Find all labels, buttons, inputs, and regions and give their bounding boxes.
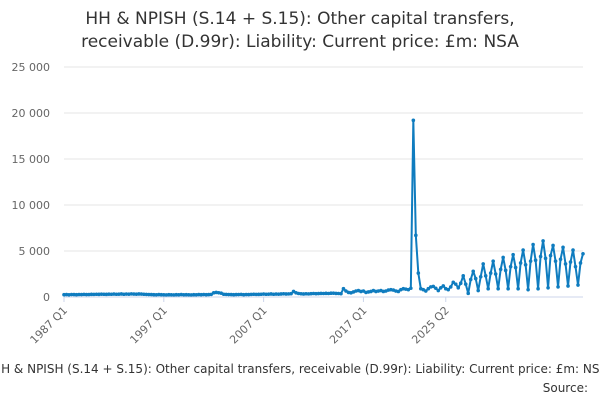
data-point[interactable]: [433, 286, 438, 291]
data-point[interactable]: [503, 268, 508, 273]
data-point[interactable]: [533, 258, 538, 263]
data-point[interactable]: [426, 286, 431, 291]
data-point[interactable]: [466, 291, 471, 296]
data-point[interactable]: [339, 291, 343, 296]
series-layer: [62, 118, 585, 297]
data-point[interactable]: [558, 257, 563, 262]
x-axis-tick-labels: 1987 Q1 1997 Q1 2007 Q1 2017 Q1 2025 Q2: [28, 297, 452, 346]
data-point[interactable]: [441, 284, 446, 288]
data-point[interactable]: [568, 260, 573, 264]
data-point[interactable]: [581, 251, 585, 256]
x-tick-label: 1997 Q1: [127, 304, 170, 347]
data-point[interactable]: [551, 243, 555, 248]
y-tick-label: 5 000: [19, 245, 51, 258]
data-point[interactable]: [471, 269, 476, 274]
data-point[interactable]: [508, 264, 513, 269]
data-point[interactable]: [531, 242, 535, 247]
data-point[interactable]: [396, 289, 401, 294]
data-point[interactable]: [491, 259, 495, 263]
data-point[interactable]: [414, 233, 418, 238]
data-point[interactable]: [553, 259, 558, 263]
chart-title-line-1: HH & NPISH (S.14 + S.15): Other capital …: [85, 9, 514, 29]
data-point[interactable]: [528, 259, 533, 263]
chart-footer: HH & NPISH (S.14 + S.15): Other capital …: [0, 362, 600, 395]
data-point[interactable]: [523, 263, 528, 267]
data-point[interactable]: [476, 288, 481, 293]
data-point[interactable]: [573, 264, 578, 269]
data-point[interactable]: [526, 287, 530, 292]
data-point[interactable]: [486, 286, 490, 291]
chart-title: HH & NPISH (S.14 + S.15): Other capital …: [81, 9, 519, 52]
data-point[interactable]: [456, 286, 461, 290]
data-point[interactable]: [521, 248, 525, 252]
data-point[interactable]: [541, 239, 545, 243]
data-point[interactable]: [289, 291, 293, 296]
y-tick-label: 25 000: [12, 61, 51, 74]
data-point[interactable]: [468, 277, 473, 282]
data-point[interactable]: [481, 262, 485, 266]
data-point[interactable]: [453, 282, 458, 286]
data-point[interactable]: [538, 254, 543, 259]
data-point[interactable]: [561, 245, 565, 250]
y-tick-label: 20 000: [12, 107, 51, 120]
data-point[interactable]: [431, 284, 436, 289]
data-point[interactable]: [409, 286, 413, 291]
chart-title-line-2: receivable (D.99r): Liability: Current p…: [81, 32, 519, 52]
series-label: HH & NPISH (S.14 + S.15): Other capital …: [0, 362, 600, 376]
data-point[interactable]: [543, 256, 548, 261]
data-point[interactable]: [516, 286, 520, 291]
data-point[interactable]: [513, 265, 518, 270]
x-tick-label: 2017 Q1: [327, 304, 370, 347]
data-point[interactable]: [416, 271, 421, 275]
data-point[interactable]: [436, 288, 441, 293]
y-tick-label: 0: [43, 291, 50, 304]
data-point[interactable]: [461, 274, 466, 278]
data-point[interactable]: [506, 286, 510, 291]
gridlines: [64, 66, 583, 298]
data-point[interactable]: [341, 286, 346, 291]
data-point[interactable]: [563, 262, 568, 266]
data-point[interactable]: [498, 267, 503, 272]
data-point[interactable]: [546, 286, 550, 290]
data-point[interactable]: [493, 272, 498, 276]
y-tick-label: 10 000: [12, 199, 51, 212]
data-point[interactable]: [446, 287, 451, 292]
x-tick-label: 2007 Q1: [227, 304, 270, 347]
data-point[interactable]: [451, 280, 456, 285]
source-label: Source:: [543, 381, 588, 395]
data-point[interactable]: [411, 118, 416, 123]
data-point[interactable]: [473, 276, 478, 281]
data-point[interactable]: [458, 281, 463, 286]
data-point[interactable]: [448, 285, 453, 289]
data-point[interactable]: [556, 285, 560, 289]
data-point[interactable]: [424, 289, 428, 293]
data-point[interactable]: [518, 261, 523, 265]
data-point[interactable]: [483, 274, 488, 278]
data-point[interactable]: [501, 255, 505, 260]
x-tick-label: 1987 Q1: [28, 304, 71, 347]
x-tick-label: 2025 Q2: [409, 304, 452, 347]
y-axis-tick-labels: 0 5 000 10 000 15 000 20 000 25 000: [12, 61, 51, 304]
data-point[interactable]: [478, 274, 483, 279]
data-point[interactable]: [463, 282, 468, 286]
data-point[interactable]: [496, 286, 500, 291]
y-tick-label: 15 000: [12, 153, 51, 166]
data-point[interactable]: [438, 286, 443, 290]
data-point[interactable]: [566, 284, 570, 288]
data-point[interactable]: [578, 261, 583, 265]
data-point[interactable]: [488, 271, 493, 275]
data-point[interactable]: [511, 252, 515, 257]
data-point[interactable]: [571, 248, 575, 252]
data-point[interactable]: [548, 253, 553, 258]
data-point[interactable]: [536, 286, 540, 291]
data-point[interactable]: [576, 283, 580, 287]
